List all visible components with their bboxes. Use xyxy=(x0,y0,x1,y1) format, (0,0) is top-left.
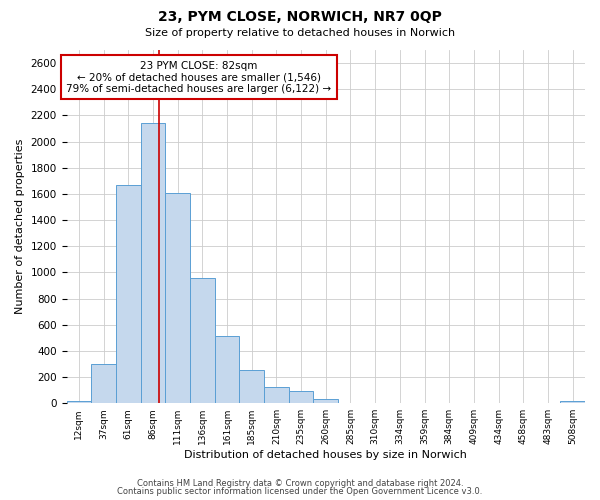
Bar xyxy=(264,387,289,403)
Text: Contains HM Land Registry data © Crown copyright and database right 2024.: Contains HM Land Registry data © Crown c… xyxy=(137,478,463,488)
Text: 23, PYM CLOSE, NORWICH, NR7 0QP: 23, PYM CLOSE, NORWICH, NR7 0QP xyxy=(158,10,442,24)
X-axis label: Distribution of detached houses by size in Norwich: Distribution of detached houses by size … xyxy=(184,450,467,460)
Bar xyxy=(338,402,363,403)
Bar xyxy=(363,402,388,403)
Bar xyxy=(190,278,215,403)
Bar xyxy=(313,400,338,403)
Bar xyxy=(461,402,486,403)
Bar xyxy=(215,336,239,403)
Text: 23 PYM CLOSE: 82sqm
← 20% of detached houses are smaller (1,546)
79% of semi-det: 23 PYM CLOSE: 82sqm ← 20% of detached ho… xyxy=(66,60,331,94)
Bar xyxy=(116,184,140,403)
Bar xyxy=(165,192,190,403)
Bar xyxy=(67,400,91,403)
Y-axis label: Number of detached properties: Number of detached properties xyxy=(15,139,25,314)
Bar xyxy=(140,124,165,403)
Bar xyxy=(486,402,511,403)
Bar xyxy=(412,402,437,403)
Text: Contains public sector information licensed under the Open Government Licence v3: Contains public sector information licen… xyxy=(118,487,482,496)
Bar xyxy=(437,402,461,403)
Bar xyxy=(289,391,313,403)
Bar xyxy=(511,402,536,403)
Bar xyxy=(560,400,585,403)
Bar xyxy=(239,370,264,403)
Bar xyxy=(388,402,412,403)
Bar xyxy=(536,402,560,403)
Text: Size of property relative to detached houses in Norwich: Size of property relative to detached ho… xyxy=(145,28,455,38)
Bar xyxy=(91,364,116,403)
